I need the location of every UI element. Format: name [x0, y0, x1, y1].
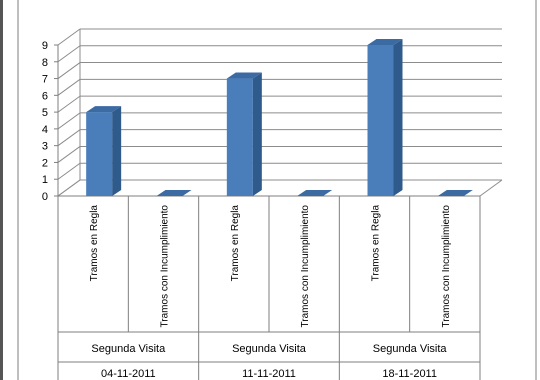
bar [226, 72, 262, 196]
category-label: Tramos con Incumplimiento [441, 205, 452, 328]
gridline-side [57, 28, 81, 46]
bar-top [226, 72, 262, 79]
gridline-side [57, 95, 81, 113]
bar-front [226, 78, 253, 196]
gridline-side [57, 146, 81, 163]
bar-top [156, 190, 192, 196]
left-edge-mark [0, 0, 3, 380]
bar-front [367, 45, 394, 196]
y-tick-label: 0 [42, 191, 48, 203]
y-tick-label: 6 [42, 90, 48, 102]
y-tick-label: 2 [42, 157, 48, 169]
bar [297, 190, 333, 196]
bar [86, 106, 122, 196]
category-label: Tramos con Incumplimiento [160, 205, 171, 328]
bar-front [86, 112, 113, 196]
y-tick-label: 8 [42, 57, 48, 69]
y-tick-label: 5 [42, 107, 48, 119]
y-tick-label: 7 [42, 74, 48, 86]
gridline-side [57, 62, 81, 79]
bar-top [437, 190, 473, 196]
category-label: Tramos en Regla [89, 205, 100, 282]
bar-top [86, 106, 122, 113]
date-label: 04-11-2011 [101, 368, 156, 380]
gridline-side [57, 162, 81, 180]
bar-side [393, 39, 403, 196]
category-label: Tramos con Incumplimiento [300, 205, 311, 328]
y-tick-label: 1 [42, 174, 48, 186]
bar-top [367, 39, 403, 45]
gridline-side [57, 179, 81, 197]
group-label: Segunda Visita [91, 343, 166, 355]
gridline-side [57, 129, 81, 147]
floor-right-edge [479, 179, 503, 197]
date-label: 11-11-2011 [242, 368, 296, 380]
gridline-side [57, 78, 81, 96]
gridline-side [57, 45, 81, 63]
bar [367, 39, 403, 196]
y-tick-label: 9 [42, 40, 48, 52]
bar-top [297, 190, 333, 196]
bar-side [252, 72, 262, 196]
category-label: Tramos en Regla [230, 205, 241, 282]
y-tick-label: 3 [42, 141, 48, 153]
bar [156, 190, 192, 196]
bar [437, 190, 473, 196]
gridline-side [57, 112, 81, 130]
y-tick-label: 4 [42, 124, 48, 136]
category-label: Tramos en Regla [371, 205, 382, 282]
bar-side [112, 106, 122, 196]
group-label: Segunda Visita [373, 343, 448, 355]
date-label: 18-11-2011 [382, 368, 437, 380]
group-label: Segunda Visita [232, 343, 307, 355]
